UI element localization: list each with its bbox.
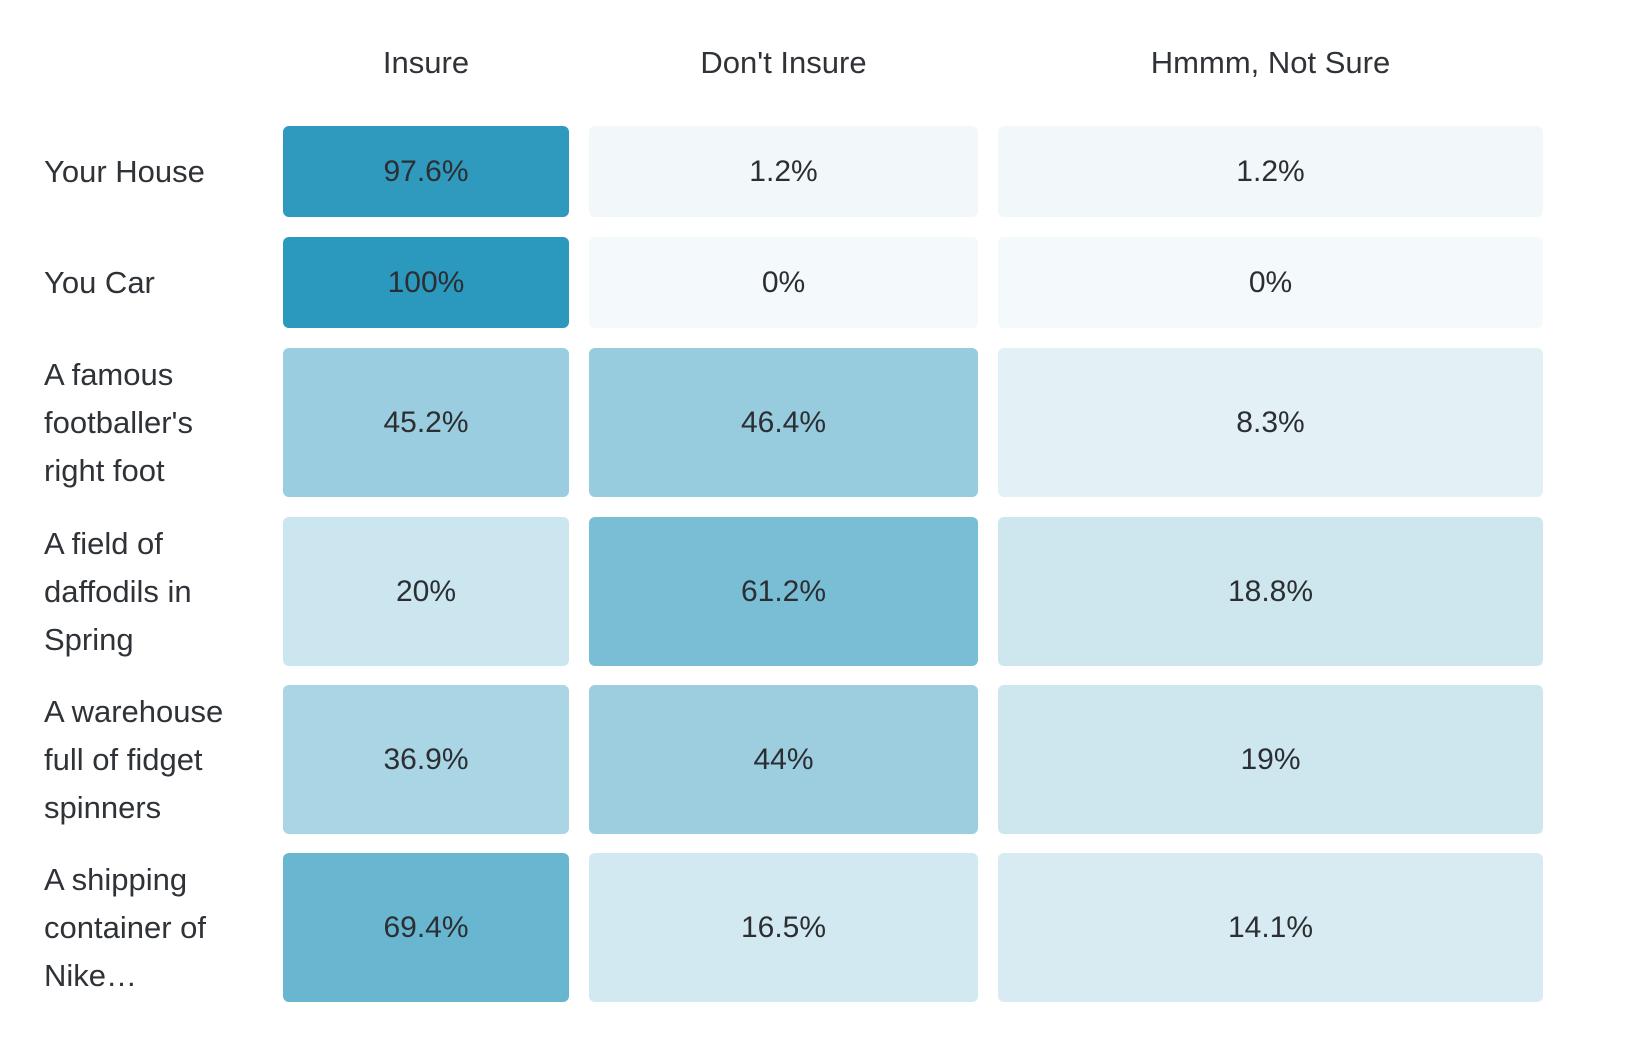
cell-value-label: 14.1% [1227,910,1314,944]
row-label-text: Your House [44,153,205,189]
heatmap-cell-a-shipping-container-of-nike-don-t-insure: 16.5% [589,853,978,1002]
column-header-don-t-insure: Don't Insure [700,45,867,80]
row-label-text: A field of daffodils in Spring [44,525,192,657]
row-label-a-field-of-daffodils-in-spring: A field of daffodils in Spring [44,517,254,666]
heatmap-cell-you-car-don-t-insure: 0% [589,237,978,328]
cell-value-label: 16.5% [740,910,827,944]
row-label-text: You Car [44,264,155,300]
cell-value-label: 1.2% [749,154,818,188]
cell-value-label: 1.2% [1236,154,1305,188]
row-label-a-shipping-container-of-nike: A shipping container of Nike… [44,853,254,1002]
heatmap-cell-a-field-of-daffodils-in-spring-hmmm-not-sure: 18.8% [998,517,1543,666]
heatmap-cell-a-warehouse-full-of-fidget-spinners-hmmm-not-sure: 19% [998,685,1543,834]
heatmap-cell-a-warehouse-full-of-fidget-spinners-don-t-insure: 44% [589,685,978,834]
cell-value-label: 8.3% [1236,405,1305,439]
heatmap-cell-you-car-insure: 100% [283,237,569,328]
cell-value-label: 69.4% [383,910,469,944]
row-label-a-warehouse-full-of-fidget-spinners: A warehouse full of fidget spinners [44,685,254,834]
column-header-insure: Insure [382,45,470,80]
row-label-text: A famous footballer's right foot [44,356,193,488]
cell-value-label: 19% [1240,742,1301,776]
cell-value-label: 0% [1248,265,1293,299]
heatmap-cell-a-field-of-daffodils-in-spring-don-t-insure: 61.2% [589,517,978,666]
heatmap-cell-a-famous-footballer-s-right-foot-hmmm-not-sure: 8.3% [998,348,1543,497]
heatmap-cell-your-house-don-t-insure: 1.2% [589,126,978,217]
heatmap-cell-you-car-hmmm-not-sure: 0% [998,237,1543,328]
cell-value-label: 45.2% [383,405,469,439]
cell-value-label: 0% [761,265,806,299]
row-label-text: A shipping container of Nike… [44,861,206,993]
heatmap-cell-your-house-hmmm-not-sure: 1.2% [998,126,1543,217]
heatmap-cell-your-house-insure: 97.6% [283,126,569,217]
cell-value-label: 46.4% [740,405,827,439]
heatmap-cell-a-warehouse-full-of-fidget-spinners-insure: 36.9% [283,685,569,834]
cell-value-label: 20% [395,574,457,608]
heatmap-cell-a-field-of-daffodils-in-spring-insure: 20% [283,517,569,666]
cell-value-label: 18.8% [1227,574,1314,608]
cell-value-label: 36.9% [383,742,469,776]
cell-value-label: 100% [387,265,465,299]
heatmap-cell-a-shipping-container-of-nike-hmmm-not-sure: 14.1% [998,853,1543,1002]
row-label-your-house: Your House [44,126,254,217]
heatmap-cell-a-shipping-container-of-nike-insure: 69.4% [283,853,569,1002]
column-header-hmmm-not-sure: Hmmm, Not Sure [1150,45,1391,80]
row-label-a-famous-footballer-s-right-foot: A famous footballer's right foot [44,348,254,497]
cell-value-label: 44% [753,742,814,776]
row-label-you-car: You Car [44,237,254,328]
cell-value-label: 61.2% [740,574,827,608]
row-label-text: A warehouse full of fidget spinners [44,693,224,825]
cell-value-label: 97.6% [383,154,469,188]
heatmap-cell-a-famous-footballer-s-right-foot-don-t-insure: 46.4% [589,348,978,497]
heatmap-cell-a-famous-footballer-s-right-foot-insure: 45.2% [283,348,569,497]
